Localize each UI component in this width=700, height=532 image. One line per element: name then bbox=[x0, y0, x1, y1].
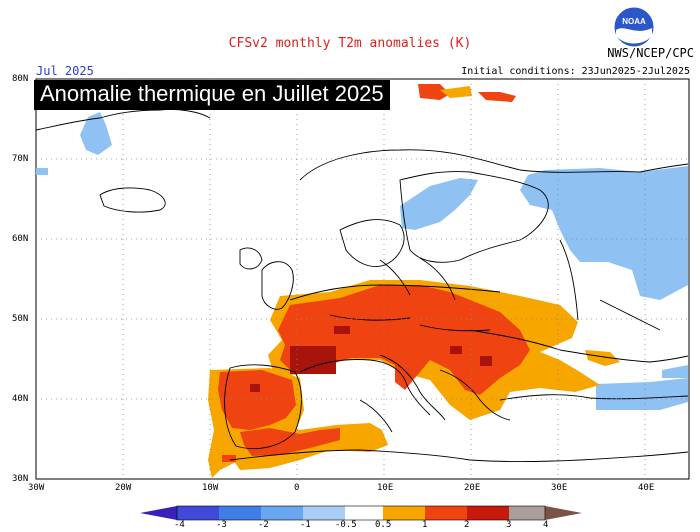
colorbar-label: 4 bbox=[543, 520, 549, 530]
initial-conditions-label: Initial conditions: 23Jun2025-2Jul2025 bbox=[461, 66, 690, 77]
chart-title: CFSv2 monthly T2m anomalies (K) bbox=[228, 36, 472, 51]
colorbar-label: -2 bbox=[258, 520, 269, 530]
colorbar-label: -0.5 bbox=[335, 520, 357, 530]
noaa-logo: NOAA bbox=[613, 6, 655, 52]
colorbar-arrow-high bbox=[545, 506, 582, 520]
colorbar-label: -4 bbox=[174, 520, 185, 530]
lat-label: 50N bbox=[12, 314, 29, 324]
colorbar-label: 0.5 bbox=[375, 520, 392, 530]
coastlines bbox=[35, 109, 689, 462]
colorbar-label: -3 bbox=[216, 520, 227, 530]
lon-label: 30W bbox=[28, 483, 45, 493]
strong-warm-anomaly bbox=[250, 326, 492, 392]
lon-label: 20E bbox=[464, 483, 481, 493]
agency-label: NWS/NCEP/CPC bbox=[607, 46, 694, 60]
warm-anomaly-areas bbox=[208, 84, 620, 478]
colorbar-label: 2 bbox=[464, 520, 470, 530]
overlay-title: Anomalie thermique en Juillet 2025 bbox=[34, 80, 390, 110]
lat-label: 80N bbox=[12, 74, 29, 84]
cold-anomaly-areas bbox=[36, 112, 688, 410]
colorbar bbox=[140, 505, 582, 521]
graticule bbox=[36, 79, 689, 479]
lon-label: 40E bbox=[638, 483, 655, 493]
lon-label: 10E bbox=[377, 483, 394, 493]
lon-label: 10W bbox=[202, 483, 219, 493]
lon-label: 0 bbox=[294, 483, 300, 493]
colorbar-label: -1 bbox=[300, 520, 311, 530]
svg-text:NOAA: NOAA bbox=[622, 17, 646, 26]
lon-label: 30E bbox=[551, 483, 568, 493]
colorbar-label: 1 bbox=[422, 520, 428, 530]
lat-label: 30N bbox=[12, 474, 29, 484]
map-frame bbox=[35, 78, 690, 480]
month-label: Jul 2025 bbox=[36, 64, 94, 78]
colorbar-arrow-low bbox=[140, 506, 177, 520]
lat-label: 70N bbox=[12, 154, 29, 164]
lat-label: 60N bbox=[12, 234, 29, 244]
colorbar-label: 3 bbox=[506, 520, 512, 530]
lat-label: 40N bbox=[12, 394, 29, 404]
lon-label: 20W bbox=[115, 483, 132, 493]
